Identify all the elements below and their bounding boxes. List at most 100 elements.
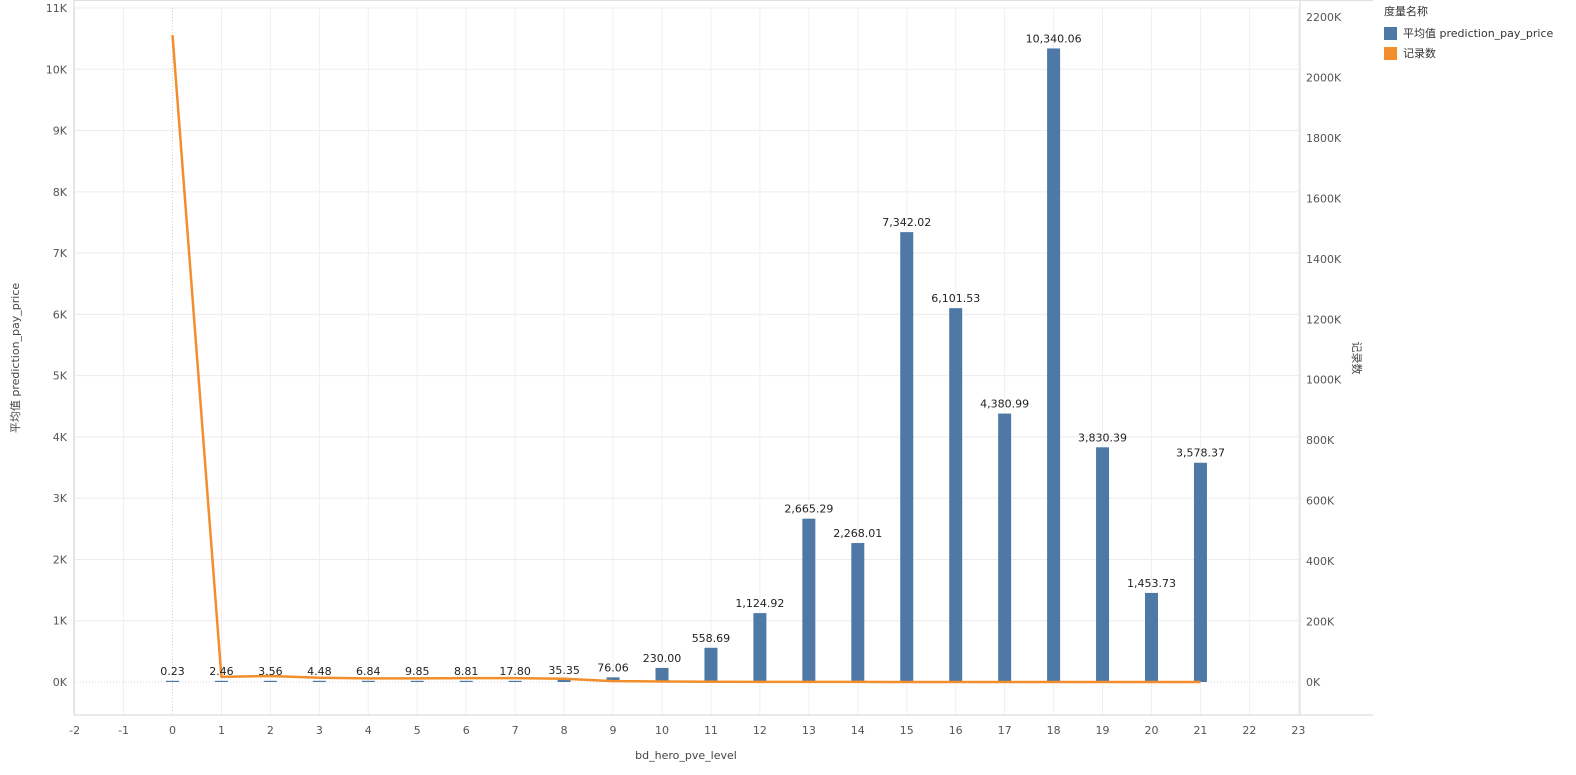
x-tick-label: -1 <box>118 724 129 737</box>
bar <box>312 680 326 682</box>
bar-data-label: 1,124.92 <box>735 597 784 610</box>
y2-tick-label: 2000K <box>1306 71 1342 84</box>
x-tick-label: 15 <box>900 724 914 737</box>
bar-series <box>166 48 1207 683</box>
bar <box>263 680 277 682</box>
x-tick-label: 16 <box>949 724 963 737</box>
x-tick-label: 9 <box>610 724 617 737</box>
y2-tick-label: 200K <box>1306 616 1335 629</box>
x-tick-label: 21 <box>1193 724 1207 737</box>
tick-labels: 0K 1K 2K 3K 4K 5K 6K 7K 8K 9K 10K 11K 0K 200K 400K 600K… <box>46 2 1342 737</box>
data-labels: 0.23 2.46 3.56 4.48 6.84 9.85 8.81 17.80 35.35 76… <box>160 32 1225 678</box>
bar <box>1096 447 1110 682</box>
legend-item-record-count[interactable]: 记录数 <box>1384 43 1553 63</box>
x-tick-label: 11 <box>704 724 718 737</box>
bar-data-label: 3.56 <box>258 665 283 678</box>
bar <box>508 680 522 682</box>
bar <box>166 680 179 682</box>
x-tick-label: 6 <box>463 724 470 737</box>
bar <box>753 613 767 682</box>
x-tick-label: 3 <box>316 724 323 737</box>
bar-data-label: 76.06 <box>597 661 629 674</box>
x-tick-label: 10 <box>655 724 669 737</box>
x-tick-label: 7 <box>512 724 519 737</box>
bar-data-label: 10,340.06 <box>1026 32 1082 45</box>
bar-data-label: 2.46 <box>209 665 234 678</box>
y2-tick-label: 2200K <box>1306 11 1342 24</box>
y-tick-label: 6K <box>53 308 68 321</box>
bar-data-label: 2,665.29 <box>784 503 833 516</box>
x-tick-label: 5 <box>414 724 421 737</box>
y2-tick-label: 1800K <box>1306 132 1342 145</box>
bar-data-label: 8.81 <box>454 665 479 678</box>
line-series <box>171 35 1201 684</box>
bar-data-label: 4,380.99 <box>980 398 1029 411</box>
x-tick-label: -2 <box>69 724 80 737</box>
legend-title: 度量名称 <box>1384 5 1428 18</box>
y-tick-label: 2K <box>53 553 68 566</box>
bar-data-label: 3,578.37 <box>1176 447 1225 460</box>
x-tick-label: 20 <box>1145 724 1159 737</box>
bar <box>1193 462 1207 682</box>
bar-data-label: 9.85 <box>405 665 430 678</box>
y2-tick-label: 1400K <box>1306 253 1342 266</box>
y-tick-label: 8K <box>53 186 68 199</box>
x-tick-label: 1 <box>218 724 225 737</box>
x-axis-title: bd_hero_pve_level <box>635 749 737 762</box>
legend: 度量名称 平均值 prediction_pay_price 记录数 <box>1384 3 1553 63</box>
legend-label: 平均值 prediction_pay_price <box>1403 27 1554 40</box>
bar <box>1145 592 1158 682</box>
x-tick-label: 14 <box>851 724 865 737</box>
bar <box>410 680 424 682</box>
bar-data-label: 230.00 <box>643 652 682 665</box>
bar-data-label: 35.35 <box>548 664 580 677</box>
bar <box>998 413 1012 682</box>
y-tick-label: 7K <box>53 247 68 260</box>
axes <box>73 0 1373 716</box>
bar-data-label: 0.23 <box>160 665 185 678</box>
y2-tick-label: 1600K <box>1306 192 1342 205</box>
bar-data-label: 558.69 <box>692 632 731 645</box>
y-tick-label: 3K <box>53 492 68 505</box>
y-tick-label: 1K <box>53 615 68 628</box>
bar <box>704 647 718 682</box>
x-tick-label: 13 <box>802 724 816 737</box>
y-tick-label: 11K <box>46 2 68 15</box>
x-tick-label: 19 <box>1096 724 1110 737</box>
bar <box>459 680 473 682</box>
bar-data-label: 1,453.73 <box>1127 577 1176 590</box>
y2-axis-title: 记录数 <box>1350 342 1363 375</box>
x-tick-label: 18 <box>1047 724 1061 737</box>
bar-data-label: 4.48 <box>307 665 332 678</box>
y-axis-title: 平均值 prediction_pay_price <box>9 283 22 434</box>
y2-tick-label: 800K <box>1306 434 1335 447</box>
bar <box>361 680 375 682</box>
grid <box>74 7 1300 715</box>
y-tick-label: 9K <box>53 125 68 138</box>
x-tick-label: 0 <box>169 724 176 737</box>
bar <box>802 518 816 682</box>
y2-tick-label: 400K <box>1306 555 1335 568</box>
bar-data-label: 6,101.53 <box>931 292 980 305</box>
y-tick-label: 4K <box>53 431 68 444</box>
bar <box>900 232 914 683</box>
y-tick-label: 10K <box>46 63 68 76</box>
x-tick-label: 22 <box>1242 724 1256 737</box>
legend-swatch-record-count <box>1384 46 1397 60</box>
x-tick-label: 8 <box>561 724 568 737</box>
bar <box>557 679 571 682</box>
bar-data-label: 7,342.02 <box>882 216 931 229</box>
bar-data-label: 2,268.01 <box>833 527 882 540</box>
x-tick-label: 2 <box>267 724 274 737</box>
legend-label: 记录数 <box>1403 47 1436 60</box>
y2-tick-label: 0K <box>1306 676 1321 689</box>
bar <box>1047 48 1061 682</box>
legend-item-avg-price[interactable]: 平均值 prediction_pay_price <box>1384 23 1553 43</box>
y-tick-label: 5K <box>53 370 68 383</box>
bar <box>949 308 963 682</box>
y2-tick-label: 1000K <box>1306 374 1342 387</box>
bar <box>606 677 620 682</box>
legend-swatch-avg-price <box>1384 26 1397 40</box>
y2-tick-label: 600K <box>1306 495 1335 508</box>
